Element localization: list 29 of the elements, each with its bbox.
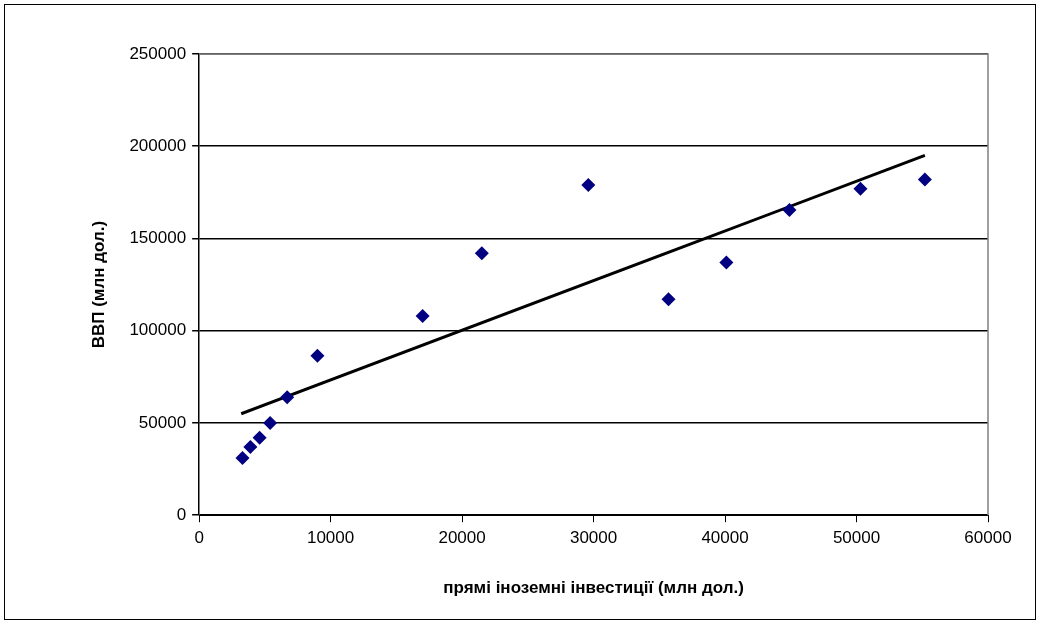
x-tick-label: 50000 xyxy=(832,528,881,548)
point xyxy=(782,202,797,217)
point xyxy=(235,451,250,466)
y-tick-label: 150000 xyxy=(129,228,187,248)
x-tick-label: 10000 xyxy=(306,528,355,548)
point xyxy=(243,439,258,454)
y-tick-label: 50000 xyxy=(138,412,187,432)
point xyxy=(853,181,868,196)
x-tick-label: 60000 xyxy=(964,528,1012,548)
point xyxy=(661,292,676,307)
point xyxy=(252,430,267,445)
point xyxy=(415,308,430,323)
x-tick-label: 30000 xyxy=(569,528,618,548)
x-tick-label: 0 xyxy=(194,528,204,548)
point xyxy=(263,415,278,430)
y-tick-label: 100000 xyxy=(129,320,187,340)
y-tick-label: 0 xyxy=(176,504,187,524)
point xyxy=(280,390,295,405)
point xyxy=(719,255,734,270)
x-axis-title: прямі іноземні інвестиції (млн дол.) xyxy=(443,578,744,598)
point xyxy=(310,348,325,363)
point xyxy=(474,246,489,261)
point xyxy=(581,177,596,192)
x-tick-label: 40000 xyxy=(701,528,749,548)
point xyxy=(917,172,932,187)
y-tick-label: 200000 xyxy=(129,135,187,155)
y-axis-title: ВВП (млн дол.) xyxy=(88,220,108,349)
x-tick-label: 20000 xyxy=(438,528,486,548)
y-tick-label: 250000 xyxy=(129,43,187,63)
